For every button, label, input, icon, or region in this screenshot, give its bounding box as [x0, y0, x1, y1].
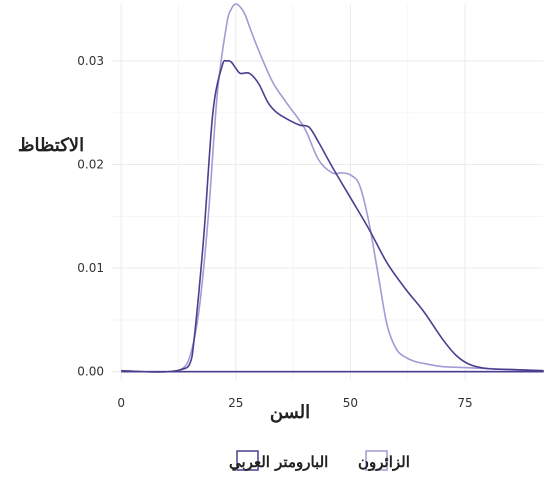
y-tick-label: 0.00: [77, 365, 104, 379]
legend-key-visitors: [365, 450, 388, 471]
y-tick-label: 0.03: [77, 54, 104, 68]
y-tick-label: 0.02: [77, 158, 104, 172]
x-tick-label: 0: [117, 396, 125, 410]
legend-key-barometer: [236, 450, 259, 471]
density-line-series-0: [121, 3, 544, 373]
x-tick-label: 25: [228, 396, 243, 410]
x-axis-ticks: 0 25 50 75: [117, 396, 472, 410]
density-line-series-1: [121, 59, 544, 373]
x-tick-label: 50: [343, 396, 358, 410]
y-axis-title: الاكتظاظ: [18, 135, 84, 156]
density-lines: [121, 3, 544, 373]
y-axis-ticks: 0.00 0.01 0.02 0.03: [77, 54, 104, 379]
legend: الزائرون البارومتر العربي: [229, 450, 410, 472]
y-tick-label: 0.01: [77, 261, 104, 275]
x-axis-title: السن: [270, 402, 310, 423]
legend-label-barometer: البارومتر العربي: [229, 453, 328, 472]
legend-label-visitors: الزائرون: [358, 453, 410, 471]
x-tick-label: 75: [457, 396, 472, 410]
